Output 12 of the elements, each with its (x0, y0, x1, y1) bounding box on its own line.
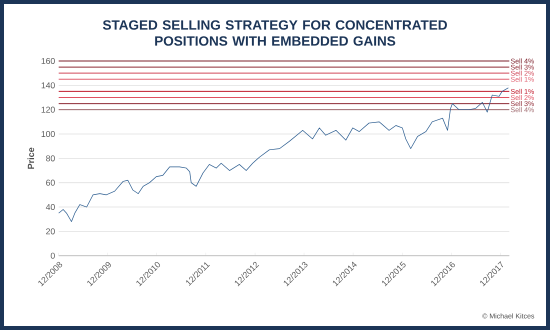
y-tick-label: 0 (50, 252, 55, 259)
y-axis-title: Price (28, 148, 34, 169)
y-tick-label: 100 (42, 131, 55, 138)
y-tick-label: 160 (42, 58, 55, 64)
y-tick-label: 60 (46, 180, 55, 186)
y-tick-label: 20 (46, 228, 55, 234)
y-tick-label: 120 (42, 106, 55, 113)
y-tick-label: 140 (42, 82, 55, 88)
line-series (58, 87, 509, 222)
y-tick-label: 40 (46, 204, 55, 210)
y-tick-label: 80 (46, 155, 55, 162)
chart-title: STAGED SELLING STRATEGY FOR CONCENTRATED POSITIONS WITH EMBEDDED GAINS (102, 20, 447, 46)
